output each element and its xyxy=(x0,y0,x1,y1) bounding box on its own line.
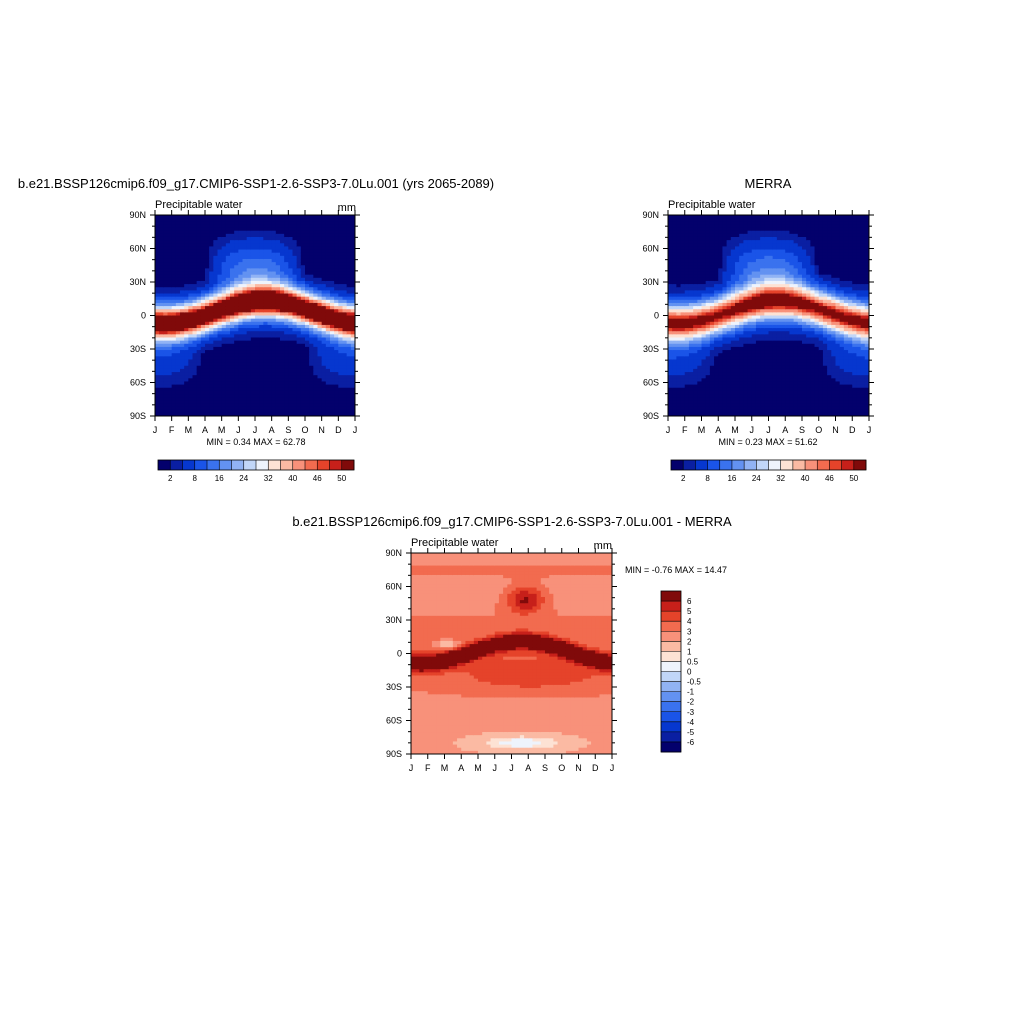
colorbar-swatch xyxy=(305,460,318,470)
colorbar-label: 46 xyxy=(313,474,322,483)
x-tick-label: M xyxy=(218,425,226,435)
colorbar: 2 8 16 24 32 40 46 50 xyxy=(158,460,354,483)
y-tick-label: 30S xyxy=(130,344,146,354)
colorbar-swatch xyxy=(256,460,269,470)
colorbar-label: 32 xyxy=(264,474,273,483)
colorbar-swatch xyxy=(317,460,330,470)
colorbar-swatch xyxy=(207,460,220,470)
x-tick-label: A xyxy=(269,425,275,435)
x-tick-label: M xyxy=(185,425,193,435)
colorbar-swatch xyxy=(330,460,343,470)
colorbar-swatch xyxy=(244,460,257,470)
colorbar-swatch xyxy=(268,460,281,470)
variable-label: Precipitable water xyxy=(668,199,756,211)
units-label: mm xyxy=(338,202,356,214)
y-tick-label: 90N xyxy=(129,210,146,220)
y-tick-label: 60N xyxy=(129,244,146,254)
colorbar-swatch xyxy=(195,460,208,470)
y-tick-label: 30N xyxy=(129,277,146,287)
contour-field xyxy=(668,215,870,417)
colorbar-label: 50 xyxy=(337,474,346,483)
colorbar-swatch xyxy=(342,460,355,470)
colorbar-swatch xyxy=(232,460,245,470)
colorbar-label: 24 xyxy=(239,474,248,483)
y-tick-label: 90S xyxy=(130,411,146,421)
x-tick-label: S xyxy=(285,425,291,435)
x-tick-label: J xyxy=(153,425,158,435)
y-tick-label: 0 xyxy=(141,311,146,321)
contour-field xyxy=(155,215,356,417)
variable-label: Precipitable water xyxy=(155,199,243,211)
panel-title: MERRA xyxy=(745,176,792,191)
min-max-stats: MIN = 0.34 MAX = 62.78 xyxy=(206,437,305,447)
colorbar-swatch xyxy=(219,460,232,470)
x-tick-label: J xyxy=(353,425,358,435)
colorbar-swatch xyxy=(158,460,171,470)
panel-title: b.e21.BSSP126cmip6.f09_g17.CMIP6-SSP1-2.… xyxy=(18,176,494,191)
x-tick-label: O xyxy=(301,425,308,435)
y-tick-label: 60S xyxy=(130,378,146,388)
colorbar-swatch xyxy=(281,460,294,470)
x-tick-label: A xyxy=(202,425,208,435)
colorbar-swatch xyxy=(293,460,306,470)
x-tick-label: J xyxy=(253,425,258,435)
colorbar-label: 8 xyxy=(193,474,198,483)
x-tick-label: F xyxy=(169,425,175,435)
panel-model: b.e21.BSSP126cmip6.f09_g17.CMIP6-SSP1-2.… xyxy=(18,176,494,483)
x-tick-label: N xyxy=(318,425,325,435)
colorbar-swatch xyxy=(183,460,196,470)
x-tick-label: J xyxy=(236,425,241,435)
colorbar-swatch xyxy=(170,460,183,470)
colorbar-label: 40 xyxy=(288,474,297,483)
x-tick-label: D xyxy=(335,425,342,435)
colorbar-label: 16 xyxy=(215,474,224,483)
colorbar-label: 2 xyxy=(168,474,173,483)
